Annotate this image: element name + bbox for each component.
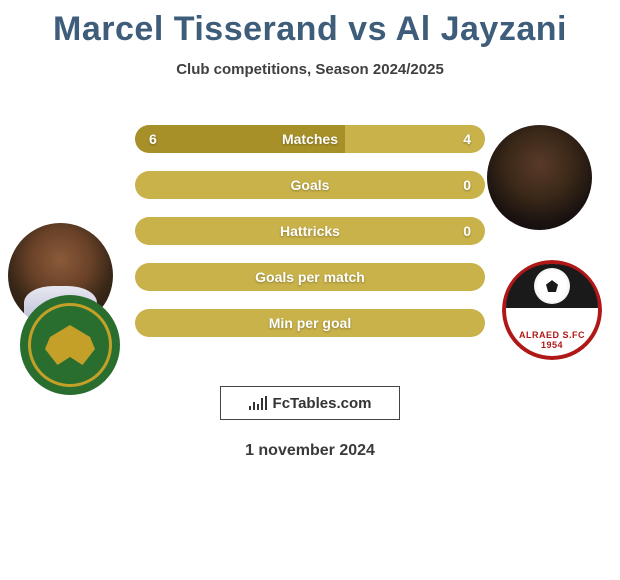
stat-label: Goals per match [135,269,485,285]
stat-bar: Matches6 4 [135,125,485,153]
watermark: FcTables.com [220,386,400,420]
stat-value-right: 4 [463,131,471,147]
stat-label: Goals [135,177,485,193]
stat-label: Matches [135,131,485,147]
page-title: Marcel Tisserand vs Al Jayzani [0,0,620,49]
stat-bar: Goals0 [135,171,485,199]
stat-bar: Min per goal [135,309,485,337]
stat-value-left: 6 [149,131,157,147]
stat-bar: Hattricks0 [135,217,485,245]
watermark-text: FcTables.com [273,395,372,412]
date-label: 1 november 2024 [0,442,620,460]
stat-label: Hattricks [135,223,485,239]
stat-value-right: 0 [463,177,471,193]
stat-bar: Goals per match [135,263,485,291]
bars-icon [249,396,267,410]
club-right-name: ALRAED S.FC [519,330,585,340]
stat-label: Min per goal [135,315,485,331]
subtitle: Club competitions, Season 2024/2025 [0,61,620,78]
soccer-ball-icon [534,268,570,304]
eagle-icon [45,325,95,365]
player-photo-right [487,125,592,230]
club-logo-right: ALRAED S.FC 1954 [502,260,602,360]
club-right-year: 1954 [541,340,563,350]
stats-bars: Matches64Goals0Hattricks0Goals per match… [135,125,485,355]
club-logo-left [20,295,120,395]
stat-value-right: 0 [463,223,471,239]
